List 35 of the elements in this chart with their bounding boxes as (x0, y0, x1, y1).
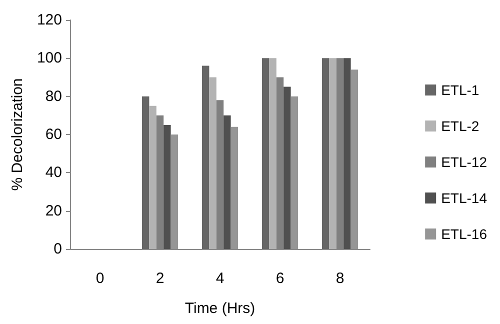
legend-label: ETL-1 (441, 82, 480, 98)
x-tick-label: 2 (156, 270, 164, 287)
bar (350, 70, 358, 249)
bar (209, 77, 216, 249)
bar (202, 66, 210, 249)
legend-label: ETL-14 (441, 190, 488, 206)
bar (224, 115, 231, 249)
y-tick-label: 100 (36, 50, 62, 67)
bar (262, 58, 270, 249)
bar (269, 58, 276, 249)
legend-label: ETL-16 (441, 226, 488, 242)
x-axis-title: Time (Hrs) (184, 300, 256, 317)
bar (329, 58, 336, 249)
y-tick-label: 40 (45, 164, 62, 182)
bar (344, 58, 351, 249)
y-tick-label: 20 (45, 202, 62, 220)
x-tick-label: 6 (276, 270, 284, 287)
y-tick-label: 80 (45, 88, 62, 105)
bar (284, 86, 291, 249)
y-tick-label: 60 (45, 126, 62, 143)
x-tick-label: 8 (336, 270, 344, 287)
bar (149, 106, 156, 249)
bar (230, 126, 238, 249)
bar (322, 58, 330, 249)
y-tick-label: 0 (54, 240, 62, 258)
bar (290, 96, 298, 249)
x-tick-label: 4 (216, 270, 224, 287)
legend-label: ETL-12 (441, 154, 488, 170)
bar (170, 134, 178, 249)
y-axis-title: % Decolorization (9, 78, 26, 191)
y-tick-label: 120 (36, 12, 62, 28)
bar (164, 124, 171, 249)
x-tick-label: 0 (96, 270, 104, 287)
legend-label: ETL-2 (441, 118, 480, 134)
bar (142, 96, 150, 249)
